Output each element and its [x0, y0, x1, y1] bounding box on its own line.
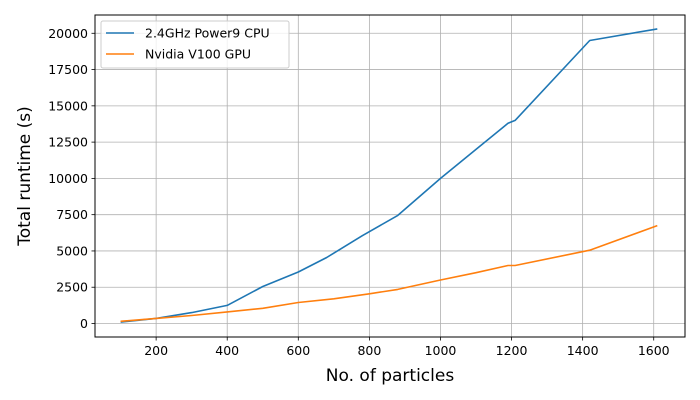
y-tick-label: 5000 — [56, 243, 88, 258]
x-tick-label: 1400 — [567, 343, 599, 358]
y-tick-label: 12500 — [48, 135, 88, 150]
series-line-1 — [120, 224, 658, 323]
legend-label-cpu: 2.4GHz Power9 CPU — [145, 26, 270, 41]
y-tick-label: 2500 — [56, 280, 88, 295]
grid — [95, 15, 685, 337]
x-axis-title: No. of particles — [326, 366, 455, 386]
y-tick-label: 0 — [80, 316, 88, 331]
x-tick-label: 600 — [286, 343, 310, 358]
x-tick-label: 800 — [357, 343, 381, 358]
y-tick-label: 7500 — [56, 207, 88, 222]
x-tick-label: 200 — [144, 343, 168, 358]
legend-label-gpu: Nvidia V100 GPU — [145, 47, 251, 62]
series-lines — [120, 28, 658, 323]
plot-frame — [94, 14, 686, 338]
x-tick-label: 400 — [215, 343, 239, 358]
y-tick-label: 10000 — [48, 171, 88, 186]
series-line-0 — [120, 28, 658, 323]
y-tick-label: 17500 — [48, 62, 88, 77]
x-tick-label: 1600 — [638, 343, 670, 358]
x-tick-label: 1200 — [496, 343, 528, 358]
y-tick-label: 20000 — [48, 26, 88, 41]
legend-box — [100, 20, 290, 69]
y-axis-title: Total runtime (s) — [15, 106, 35, 247]
y-tick-label: 15000 — [48, 98, 88, 113]
legend: 2.4GHz Power9 CPU Nvidia V100 GPU — [100, 20, 290, 69]
x-tick-label: 1000 — [425, 343, 457, 358]
axis-ticks: 200 400 600 800 1000 1200 1400 1600 0 2500 5000 750… — [48, 26, 669, 358]
